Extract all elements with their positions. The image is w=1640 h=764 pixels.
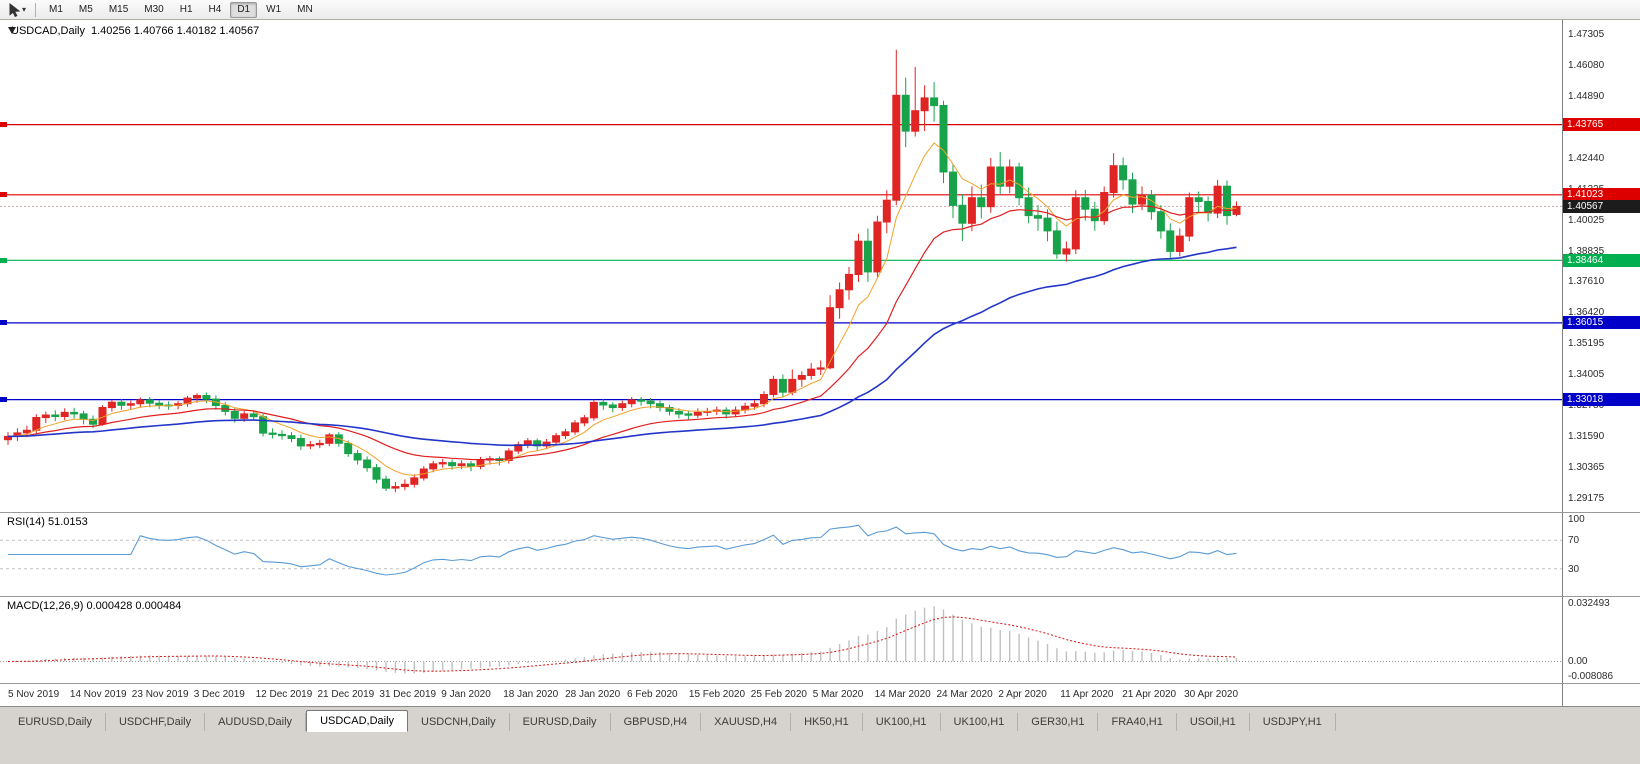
timeframe-button-mn[interactable]: MN <box>297 3 313 15</box>
chart-tab-bar: EURUSD,Daily USDCHF,Daily AUDUSD,Daily USDC… <box>0 706 1640 732</box>
date-axis-label: 25 Feb 2020 <box>750 689 807 700</box>
macd-indicator-chart[interactable] <box>0 597 1562 684</box>
date-axis-label: 14 Nov 2019 <box>69 689 127 700</box>
chart-tab-usdcnh-daily[interactable]: USDCNH,Daily <box>408 713 510 731</box>
price-level-tag[interactable]: 1.43765 <box>1563 118 1640 132</box>
chart-tab-eurusd-daily[interactable]: EURUSD,Daily <box>510 713 611 731</box>
price-axis-label: 1.38835 <box>1568 245 1605 257</box>
hline-edge-marker[interactable] <box>0 192 7 198</box>
timeframe-buttons: M1 M5 M15 M30 H1 H4 D1 W1 MN <box>41 1 321 18</box>
timeframe-button-d1[interactable]: D1 <box>230 1 258 18</box>
chart-tab-ger30-h1[interactable]: GER30,H1 <box>1018 713 1099 731</box>
date-axis-label: 18 Jan 2020 <box>503 689 559 700</box>
rsi-axis-label: 100 <box>1568 514 1585 525</box>
hline-edge-marker[interactable] <box>0 397 7 403</box>
hline-edge-marker[interactable] <box>0 320 7 326</box>
date-axis-label: 15 Feb 2020 <box>688 689 746 700</box>
price-axis-label: 1.30365 <box>1568 462 1605 474</box>
last-price-tag: 1.40567 <box>1563 199 1640 213</box>
date-axis-label: 2 Apr 2020 <box>998 689 1047 700</box>
date-axis-label: 30 Apr 2020 <box>1184 689 1239 700</box>
price-axis-label: 1.35195 <box>1568 338 1605 350</box>
chart-tab-uk100-h1[interactable]: UK100,H1 <box>941 713 1019 731</box>
chart-window: USDCAD,Daily 1.40256 1.40766 1.40182 1.4… <box>0 20 1640 706</box>
price-axis-label: 1.31590 <box>1568 431 1605 443</box>
chart-tab-xauusd-h4[interactable]: XAUUSD,H4 <box>701 713 792 731</box>
chart-tab-audusd-daily[interactable]: AUDUSD,Daily <box>205 713 307 731</box>
hline-edge-marker[interactable] <box>0 257 7 263</box>
timeframe-button-m30[interactable]: M30 <box>144 3 164 15</box>
price-axis-label: 1.36420 <box>1568 307 1605 319</box>
symbol-period-label: USDCAD,Daily <box>11 25 85 37</box>
ohlc-values: 1.40256 1.40766 1.40182 1.40567 <box>90 25 260 37</box>
date-axis-label: 14 Mar 2020 <box>874 689 931 700</box>
price-axis-label: 1.44890 <box>1568 90 1605 102</box>
chevron-down-icon: ▾ <box>22 5 27 14</box>
price-axis-label: 1.42440 <box>1568 152 1605 164</box>
date-axis-label: 21 Apr 2020 <box>1122 689 1177 700</box>
chart-title: USDCAD,Daily 1.40256 1.40766 1.40182 1.4… <box>7 25 259 37</box>
date-axis-label: 3 Dec 2019 <box>193 689 245 700</box>
date-axis-label: 21 Dec 2019 <box>317 689 375 700</box>
price-axis-label: 1.47305 <box>1568 29 1605 40</box>
macd-axis-label: -0.008086 <box>1568 671 1614 682</box>
date-axis-label: 31 Dec 2019 <box>379 689 437 700</box>
price-level-tag[interactable]: 1.41023 <box>1563 188 1640 202</box>
panel-separator[interactable] <box>0 596 1640 597</box>
price-level-tag[interactable]: 1.38464 <box>1563 253 1640 267</box>
date-axis-label: 5 Mar 2020 <box>812 689 864 700</box>
chart-symbol-icon <box>8 27 16 34</box>
timeframe-button-m5[interactable]: M5 <box>78 3 93 15</box>
chart-tab-gbpusd-h4[interactable]: GBPUSD,H4 <box>611 713 702 731</box>
panel-separator[interactable] <box>0 512 1640 513</box>
chart-tab-hk50-h1[interactable]: HK50,H1 <box>791 713 863 731</box>
chart-tab-eurusd-daily[interactable]: EURUSD,Daily <box>5 713 106 731</box>
macd-axis-label: 0.032493 <box>1568 598 1610 609</box>
date-axis-label: 12 Dec 2019 <box>255 689 313 700</box>
date-axis-label: 6 Feb 2020 <box>627 689 678 700</box>
chart-tab-fra40-h1[interactable]: FRA40,H1 <box>1098 713 1177 731</box>
date-axis-label: 11 Apr 2020 <box>1060 689 1114 700</box>
macd-label: MACD(12,26,9) 0.000428 0.000484 <box>7 600 182 612</box>
status-area <box>0 732 1640 764</box>
timeframes-toolbar: ▾ M1 M5 M15 M30 H1 H4 D1 W1 MN <box>0 0 1640 20</box>
timeframe-button-m15[interactable]: M15 <box>108 3 129 15</box>
cursor-icon <box>9 2 21 17</box>
date-axis-label: 9 Jan 2020 <box>441 689 491 700</box>
cursor-tool-button[interactable]: ▾ <box>4 2 30 18</box>
rsi-indicator-chart[interactable] <box>0 513 1562 596</box>
price-axis-label: 1.40025 <box>1568 214 1605 226</box>
time-axis[interactable]: 5 Nov 2019 14 Nov 2019 23 Nov 2019 3 Dec 20… <box>0 684 1562 706</box>
toolbar-separator <box>35 2 37 17</box>
macd-axis-label: 0.00 <box>1568 656 1588 668</box>
price-axis-label: 1.46080 <box>1568 59 1605 71</box>
price-level-tag[interactable]: 1.36015 <box>1563 316 1640 330</box>
chart-tab-uk100-h1[interactable]: UK100,H1 <box>863 713 941 731</box>
timeframe-button-h1[interactable]: H1 <box>179 3 193 15</box>
panel-separator <box>0 683 1640 684</box>
timeframe-button-w1[interactable]: W1 <box>266 3 282 15</box>
date-axis-label: 24 Mar 2020 <box>936 689 993 700</box>
date-axis-label: 5 Nov 2019 <box>8 689 60 700</box>
price-axis-label: 1.29175 <box>1568 493 1605 504</box>
rsi-axis-label: 70 <box>1568 535 1580 547</box>
rsi-axis-label: 30 <box>1568 563 1580 575</box>
hline-edge-marker[interactable] <box>0 122 7 128</box>
date-axis-label: 23 Nov 2019 <box>131 689 189 700</box>
chart-tab-usoil-h1[interactable]: USOil,H1 <box>1177 713 1250 731</box>
chart-tab-usdcad-daily[interactable]: USDCAD,Daily <box>306 710 409 732</box>
chart-tab-usdchf-daily[interactable]: USDCHF,Daily <box>106 713 206 731</box>
timeframe-button-h4[interactable]: H4 <box>208 3 222 15</box>
price-level-tag[interactable]: 1.33018 <box>1563 393 1640 407</box>
price-chart[interactable] <box>0 20 1562 512</box>
price-axis-label: 1.37610 <box>1568 276 1605 288</box>
chart-tab-usdjpy-h1[interactable]: USDJPY,H1 <box>1250 713 1336 731</box>
price-axis-label: 1.34005 <box>1568 369 1605 381</box>
timeframe-button-m1[interactable]: M1 <box>49 3 63 15</box>
price-axis[interactable]: 1.473051.460801.448901.436601.424401.412… <box>1562 20 1640 706</box>
date-axis-label: 28 Jan 2020 <box>565 689 621 700</box>
rsi-label: RSI(14) 51.0153 <box>7 516 88 528</box>
